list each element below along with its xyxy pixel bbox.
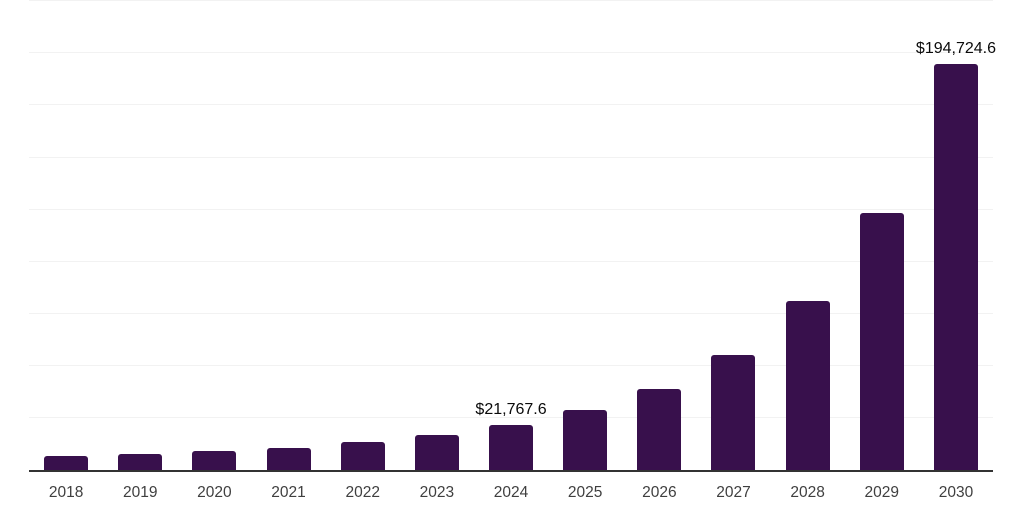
bar-slot-2021: [251, 0, 325, 470]
bar-slot-2018: [29, 0, 103, 470]
x-tick-2022: 2022: [345, 484, 380, 501]
bar-2023: [414, 435, 459, 470]
bar-2020: [192, 451, 237, 470]
bar-2029: [859, 212, 904, 470]
bar-slot-2030: $194,724.6: [915, 0, 996, 470]
bar-slot-2028: [771, 0, 845, 470]
bar-2018: [44, 455, 89, 470]
bar-slot-2026: [622, 0, 696, 470]
bar-slot-2029: [845, 0, 919, 470]
bar-slot-2023: [400, 0, 474, 470]
bar-2019: [118, 453, 163, 470]
x-tick-2018: 2018: [48, 484, 84, 501]
bar-2028: [785, 301, 830, 470]
x-tick-2019: 2019: [122, 484, 158, 501]
bar-slot-2027: [696, 0, 770, 470]
x-tick-2021: 2021: [271, 484, 306, 501]
bar-2021: [266, 447, 311, 470]
x-tick-2025: 2025: [567, 484, 603, 501]
x-tick-2023: 2023: [419, 484, 455, 501]
bar-2022: [340, 442, 385, 470]
x-tick-2028: 2028: [790, 484, 825, 501]
bar-slot-2022: [326, 0, 400, 470]
value-label-2030: $194,724.6: [915, 40, 996, 58]
x-tick-2026: 2026: [642, 484, 677, 501]
bar-2027: [711, 354, 756, 470]
bar-2025: [563, 409, 608, 470]
bar-slot-2020: [177, 0, 251, 470]
x-tick-2029: 2029: [864, 484, 900, 501]
bar-slot-2019: [103, 0, 177, 470]
x-tick-2020: 2020: [197, 484, 232, 501]
bar-2030: [933, 64, 978, 470]
x-tick-2027: 2027: [716, 484, 751, 501]
bar-slot-2025: [548, 0, 622, 470]
value-label-2024: $21,767.6: [475, 400, 547, 418]
x-axis-labels: 2018 2019 2020 2021 2022 2023 2024 2025 2026 2027…: [29, 472, 993, 512]
bar-2026: [637, 389, 682, 470]
x-tick-2024: 2024: [493, 484, 529, 501]
x-tick-2030: 2030: [938, 484, 974, 501]
plot-area: $21,767.6 $194,724.6: [29, 0, 996, 472]
bar-slot-2024: $21,767.6: [474, 0, 548, 470]
bar-2024: [489, 424, 534, 470]
